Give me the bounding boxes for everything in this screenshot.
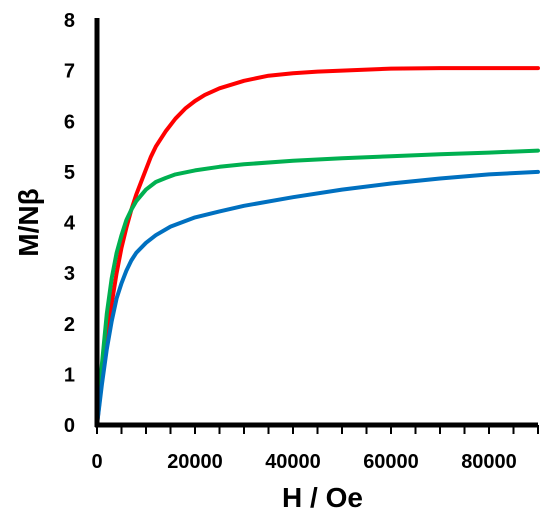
x-tick-label: 20000 [167,451,223,473]
y-tick-label: 4 [64,213,76,235]
tick-labels: 0 1 2 3 4 5 6 7 8 0 20000 40000 60000 80000 [64,10,517,473]
series-line-3 [95,169,540,427]
series-layer [95,66,540,427]
x-axis-title: H / Oe [282,482,363,513]
y-tick-label: 5 [64,162,75,184]
y-tick-label: 6 [64,111,75,133]
x-tick-label: 80000 [461,451,517,473]
axes [94,18,539,434]
x-tick-label: 60000 [363,451,419,473]
y-tick-label: 1 [64,364,75,386]
y-tick-label: 0 [64,415,75,437]
y-tick-label: 3 [64,263,75,285]
series-line-2 [95,148,540,427]
y-tick-label: 8 [64,10,75,32]
x-tick-label: 0 [91,451,102,473]
x-tick-label: 40000 [265,451,321,473]
y-tick-label: 7 [64,61,75,83]
y-axis-title: M/Nβ [13,188,44,256]
y-tick-label: 2 [64,314,75,336]
series-line-1 [95,66,540,427]
